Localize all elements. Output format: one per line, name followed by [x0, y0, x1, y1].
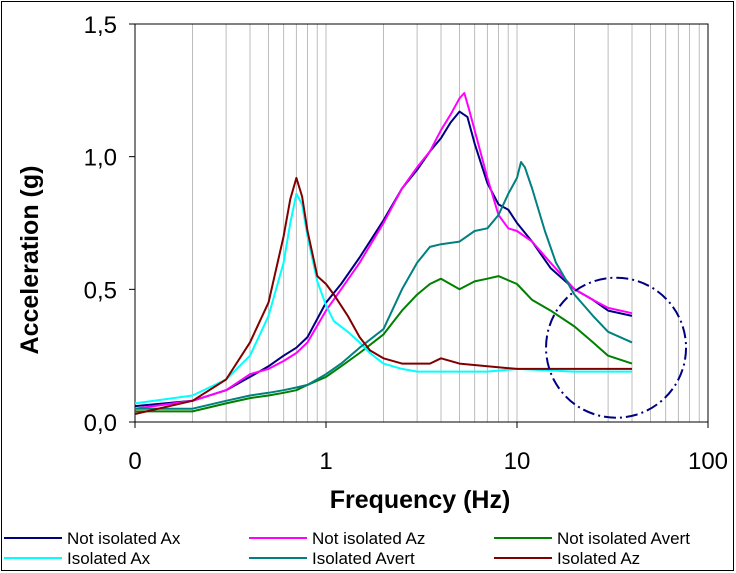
legend: Not isolated Ax Not isolated Az Not isolat…: [4, 529, 690, 568]
x-tick-label: 10: [504, 448, 531, 475]
series-line-6: [134, 176, 632, 415]
x-axis-ticks: 0 1 10 100: [128, 422, 728, 475]
legend-label: Not isolated Avert: [557, 529, 690, 548]
legend-label: Not isolated Ax: [67, 529, 181, 548]
series-line-4: [134, 192, 632, 405]
legend-label: Isolated Avert: [312, 549, 415, 568]
series-line-3: [135, 275, 633, 413]
legend-label: Isolated Ax: [67, 549, 151, 568]
x-tick-label: 0: [128, 448, 141, 475]
plot-area: [134, 23, 709, 423]
series-line-5: [135, 161, 633, 410]
y-tick-label: 0,5: [84, 277, 117, 304]
vertical-gridlines: [191, 24, 700, 422]
x-tick-label: 1: [319, 448, 332, 475]
legend-label: Not isolated Az: [312, 529, 425, 548]
y-tick-label: 0,0: [84, 410, 117, 437]
y-tick-label: 1,5: [84, 12, 117, 39]
series-layer: [134, 92, 633, 415]
legend-label: Isolated Az: [557, 549, 640, 568]
y-tick-label: 1,0: [84, 145, 117, 172]
x-axis-title: Frequency (Hz): [330, 486, 511, 514]
y-axis-title: Acceleration (g): [16, 166, 44, 355]
annotation-circle: [545, 276, 688, 419]
x-tick-label: 100: [688, 448, 728, 475]
y-axis-ticks: 0,0 0,5 1,0 1,5: [84, 12, 135, 437]
series-line-2: [134, 92, 633, 410]
